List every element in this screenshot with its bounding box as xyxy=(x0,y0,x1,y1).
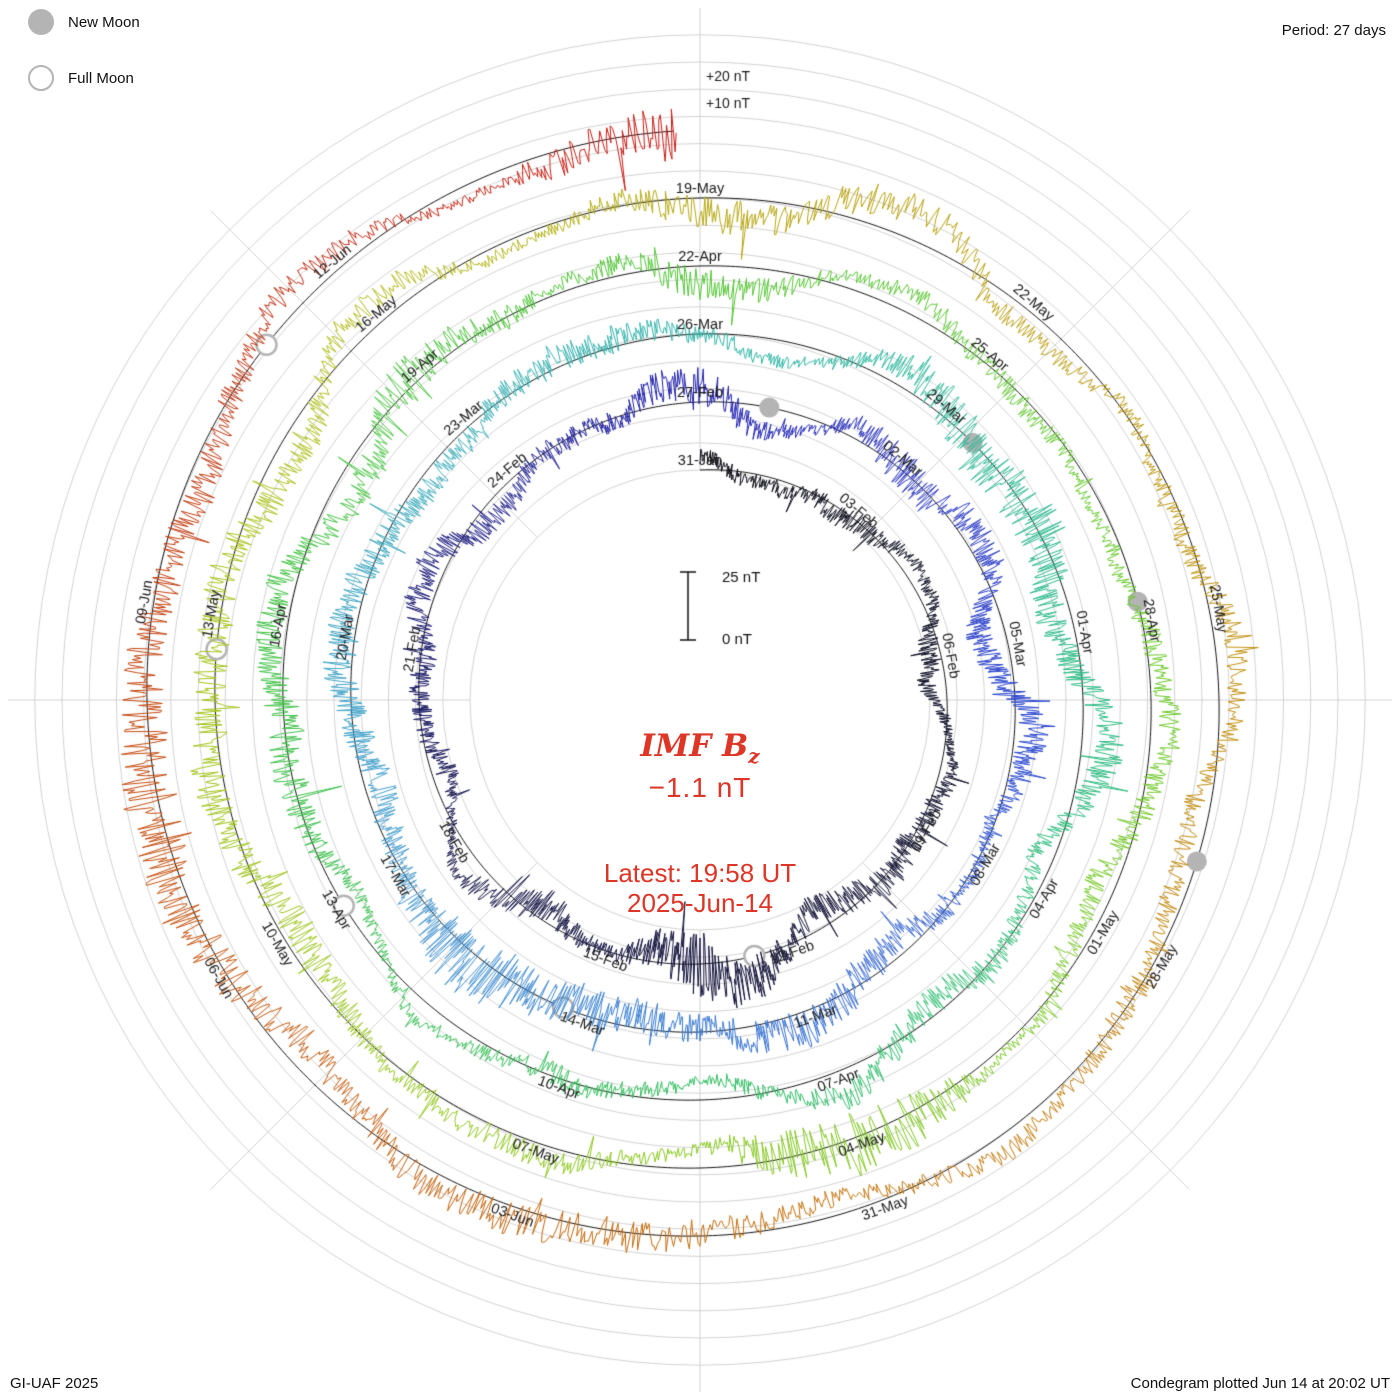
credit-label: GI-UAF 2025 xyxy=(10,1375,99,1392)
period-label: Period: 27 days xyxy=(1281,22,1386,39)
latest-time: Latest: 19:58 UT xyxy=(603,858,797,888)
plotted-label: Condegram plotted Jun 14 at 20:02 UT xyxy=(1130,1375,1390,1392)
latest-block: Latest: 19:58 UT 2025-Jun-14 xyxy=(604,858,796,918)
chart-title-b: B xyxy=(722,728,749,764)
chart-title: IMF Bz xyxy=(640,728,759,768)
chart-title-imf: IMF xyxy=(640,728,723,764)
full-moon-label: Full Moon xyxy=(68,69,134,87)
legend-full-moon: Full Moon xyxy=(28,65,134,91)
full-moon-icon xyxy=(28,65,54,91)
new-moon-icon xyxy=(28,9,54,35)
legend-new-moon: New Moon xyxy=(28,9,140,35)
current-value: −1.1 nT xyxy=(648,772,752,803)
new-moon-label: New Moon xyxy=(68,13,140,31)
chart-title-sub: z xyxy=(748,744,760,769)
latest-date: 2025-Jun-14 xyxy=(626,888,773,918)
